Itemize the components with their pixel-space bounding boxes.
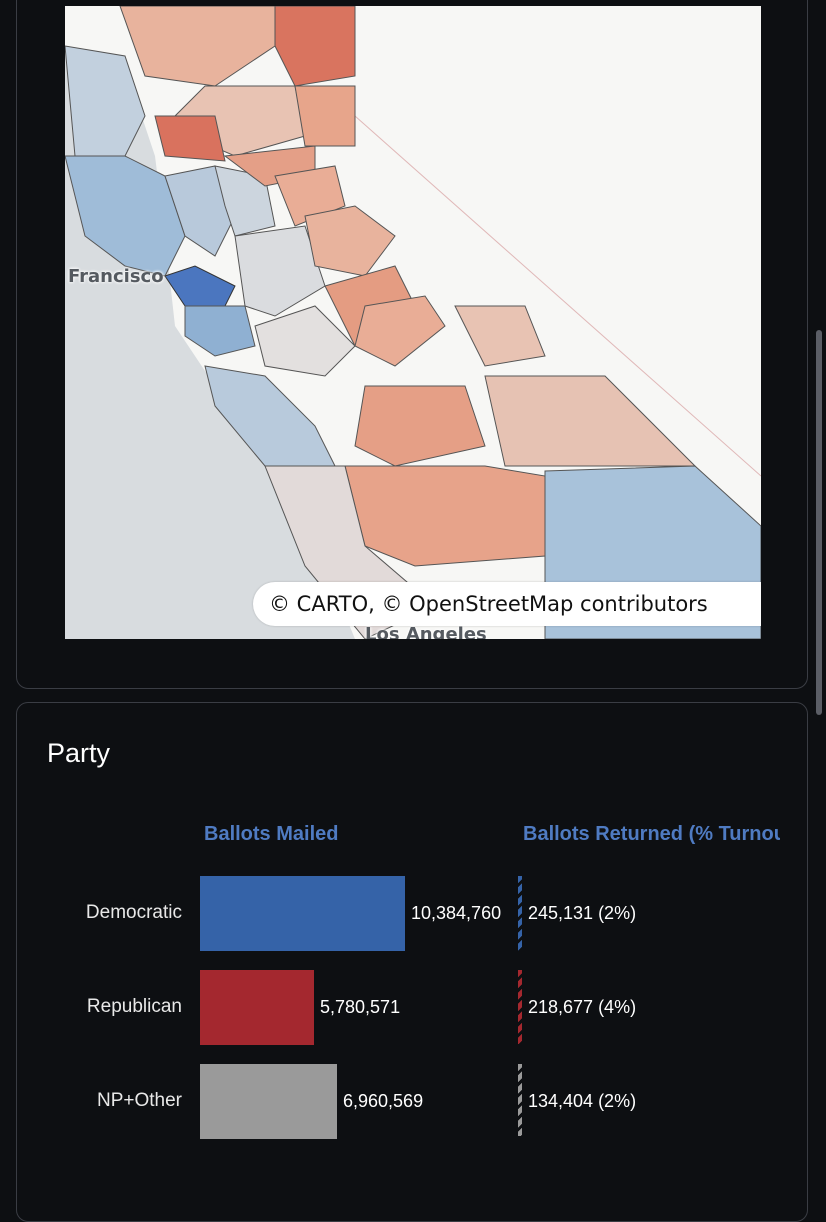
city-label-sf: Francisco	[68, 266, 164, 287]
map-attribution: © CARTO, © OpenStreetMap contributors i	[253, 582, 761, 626]
county-region	[454, 305, 546, 367]
row-label: Democratic	[85, 902, 182, 923]
county-region	[119, 6, 276, 87]
state-boundary	[354, 115, 761, 477]
row-label: Republican	[86, 996, 182, 1017]
page-scrollbar[interactable]	[816, 330, 822, 715]
value-mailed: 5,780,571	[320, 997, 401, 1017]
value-returned: 134,404 (2%)	[528, 1091, 637, 1111]
county-region	[65, 155, 186, 277]
city-label-la: Los Angeles	[365, 624, 487, 639]
county-region	[254, 305, 356, 377]
header-ballots-mailed: Ballots Mailed	[204, 823, 339, 845]
value-mailed: 6,960,569	[343, 1091, 424, 1111]
bar-returned[interactable]	[518, 970, 522, 1044]
header-ballots-returned: Ballots Returned (% Turnout)	[523, 823, 780, 845]
value-mailed: 10,384,760	[411, 903, 502, 923]
party-card	[16, 702, 808, 1222]
county-region	[294, 85, 356, 147]
bar-mailed[interactable]	[200, 970, 314, 1045]
value-returned: 245,131 (2%)	[528, 903, 637, 923]
county-region	[164, 265, 236, 307]
county-map[interactable]: Francisco Los Angeles © CARTO, © OpenStr…	[65, 6, 761, 639]
value-returned: 218,677 (4%)	[528, 997, 637, 1017]
county-region	[65, 45, 146, 157]
county-region	[304, 205, 396, 277]
row-label: NP+Other	[96, 1090, 182, 1111]
attribution-text: © CARTO, © OpenStreetMap contributors	[269, 592, 708, 616]
county-region	[154, 115, 226, 162]
county-region	[274, 6, 356, 87]
county-region	[354, 295, 446, 367]
map-canvas[interactable]	[65, 6, 761, 639]
county-region	[234, 225, 326, 317]
county-region	[344, 465, 546, 567]
county-region	[184, 305, 256, 357]
bar-mailed[interactable]	[200, 876, 405, 951]
section-title: Party	[47, 738, 111, 768]
bar-returned[interactable]	[518, 876, 522, 951]
county-region	[354, 385, 486, 467]
bar-mailed[interactable]	[200, 1064, 337, 1139]
county-region	[164, 165, 236, 257]
bar-returned[interactable]	[518, 1064, 522, 1136]
